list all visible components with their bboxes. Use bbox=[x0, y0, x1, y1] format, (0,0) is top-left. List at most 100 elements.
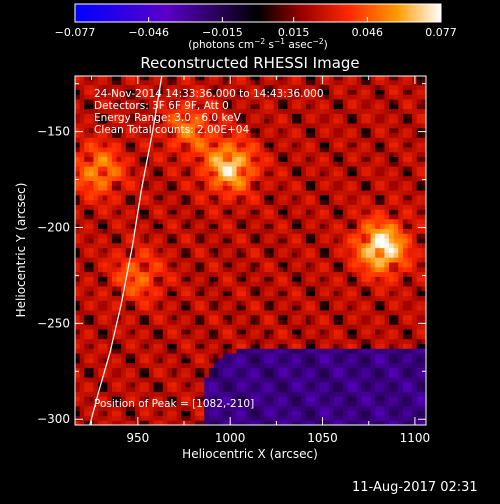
heatmap-cell bbox=[315, 200, 320, 205]
heatmap-cell bbox=[361, 113, 366, 118]
heatmap-cell bbox=[297, 190, 302, 195]
heatmap-cell bbox=[223, 262, 228, 267]
heatmap-cell bbox=[237, 238, 242, 243]
heatmap-cell bbox=[237, 185, 242, 190]
heatmap-cell bbox=[200, 329, 205, 334]
heatmap-cell bbox=[227, 209, 232, 214]
heatmap-cell bbox=[223, 181, 228, 186]
heatmap-cell bbox=[232, 104, 237, 109]
heatmap-cell bbox=[218, 166, 223, 171]
heatmap-cell bbox=[214, 147, 219, 152]
heatmap-cell bbox=[167, 286, 172, 291]
heatmap-cell bbox=[195, 252, 200, 257]
heatmap-cell bbox=[181, 190, 186, 195]
heatmap-cell bbox=[371, 339, 376, 344]
heatmap-cell bbox=[186, 204, 191, 209]
heatmap-cell bbox=[297, 411, 302, 416]
heatmap-cell bbox=[218, 161, 223, 166]
heatmap-cell bbox=[389, 353, 394, 358]
heatmap-cell bbox=[149, 243, 154, 248]
heatmap-cell bbox=[149, 286, 154, 291]
heatmap-cell bbox=[264, 411, 269, 416]
heatmap-cell bbox=[329, 109, 334, 114]
heatmap-cell bbox=[371, 152, 376, 157]
heatmap-cell bbox=[264, 358, 269, 363]
heatmap-cell bbox=[80, 310, 85, 315]
heatmap-cell bbox=[384, 391, 389, 396]
heatmap-cell bbox=[218, 262, 223, 267]
heatmap-cell bbox=[135, 358, 140, 363]
heatmap-cell bbox=[237, 324, 242, 329]
heatmap-cell bbox=[140, 272, 145, 277]
heatmap-cell bbox=[320, 310, 325, 315]
heatmap-cell bbox=[227, 195, 232, 200]
heatmap-cell bbox=[89, 358, 94, 363]
heatmap-cell bbox=[135, 238, 140, 243]
heatmap-cell bbox=[117, 262, 122, 267]
heatmap-cell bbox=[334, 344, 339, 349]
heatmap-cell bbox=[232, 228, 237, 233]
heatmap-cell bbox=[246, 339, 251, 344]
heatmap-cell bbox=[98, 272, 103, 277]
heatmap-cell bbox=[292, 348, 297, 353]
heatmap-cell bbox=[361, 411, 366, 416]
heatmap-cell bbox=[144, 310, 149, 315]
heatmap-cell bbox=[121, 348, 126, 353]
heatmap-cell bbox=[89, 204, 94, 209]
heatmap-cell bbox=[329, 118, 334, 123]
heatmap-cell bbox=[214, 204, 219, 209]
heatmap-cell bbox=[195, 176, 200, 181]
heatmap-cell bbox=[237, 382, 242, 387]
heatmap-cell bbox=[287, 396, 292, 401]
heatmap-cell bbox=[384, 118, 389, 123]
heatmap-cell bbox=[375, 238, 380, 243]
heatmap-cell bbox=[297, 367, 302, 372]
heatmap-cell bbox=[371, 85, 376, 90]
heatmap-cell bbox=[130, 204, 135, 209]
heatmap-cell bbox=[84, 310, 89, 315]
heatmap-cell bbox=[352, 228, 357, 233]
heatmap-cell bbox=[260, 104, 265, 109]
heatmap-cell bbox=[107, 166, 112, 171]
heatmap-cell bbox=[186, 391, 191, 396]
heatmap-cell bbox=[260, 344, 265, 349]
heatmap-cell bbox=[306, 267, 311, 272]
heatmap-cell bbox=[112, 161, 117, 166]
heatmap-cell bbox=[135, 185, 140, 190]
heatmap-cell bbox=[84, 276, 89, 281]
heatmap-cell bbox=[237, 152, 242, 157]
heatmap-cell bbox=[107, 243, 112, 248]
heatmap-cell bbox=[343, 291, 348, 296]
heatmap-cell bbox=[357, 363, 362, 368]
heatmap-cell bbox=[75, 185, 80, 190]
heatmap-cell bbox=[375, 252, 380, 257]
heatmap-cell bbox=[292, 161, 297, 166]
heatmap-cell bbox=[366, 80, 371, 85]
heatmap-cell bbox=[334, 391, 339, 396]
heatmap-cell bbox=[84, 300, 89, 305]
heatmap-cell bbox=[389, 363, 394, 368]
heatmap-cell bbox=[283, 137, 288, 142]
heatmap-cell bbox=[112, 272, 117, 277]
heatmap-cell bbox=[384, 348, 389, 353]
heatmap-cell bbox=[75, 396, 80, 401]
heatmap-cell bbox=[246, 104, 251, 109]
heatmap-cell bbox=[89, 181, 94, 186]
heatmap-cell bbox=[89, 363, 94, 368]
heatmap-cell bbox=[251, 166, 256, 171]
heatmap-cell bbox=[121, 387, 126, 392]
heatmap-cell bbox=[237, 195, 242, 200]
heatmap-cell bbox=[195, 214, 200, 219]
heatmap-cell bbox=[154, 305, 159, 310]
heatmap-cell bbox=[292, 243, 297, 248]
heatmap-cell bbox=[269, 142, 274, 147]
heatmap-cell bbox=[167, 233, 172, 238]
heatmap-cell bbox=[274, 262, 279, 267]
heatmap-cell bbox=[93, 310, 98, 315]
heatmap-cell bbox=[334, 305, 339, 310]
heatmap-cell bbox=[103, 344, 108, 349]
heatmap-cell bbox=[301, 185, 306, 190]
heatmap-cell bbox=[334, 185, 339, 190]
heatmap-cell bbox=[384, 104, 389, 109]
heatmap-cell bbox=[301, 209, 306, 214]
